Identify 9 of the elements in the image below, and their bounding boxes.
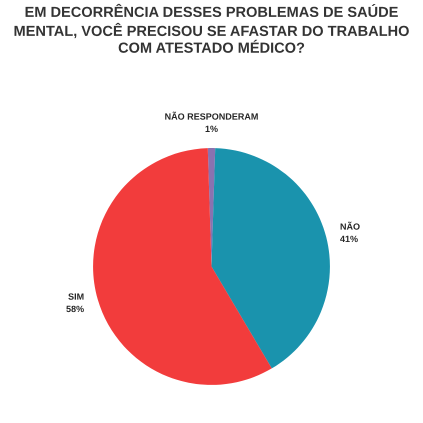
data-label: 41% bbox=[340, 236, 358, 242]
pie-slice bbox=[93, 148, 272, 385]
data-label: 1% bbox=[206, 126, 218, 132]
pie-slice bbox=[212, 148, 330, 368]
slice-label: NÃO RESPONDERAM bbox=[165, 112, 258, 120]
data-label: 58% bbox=[66, 306, 84, 312]
chart-title: EM DECORRÊNCIA DESSES PROBLEMAS DE SAÚDE MENTAL, VOCÊ PRECISOU SE AFASTAR DO TRABALHO COM ATESTADO MÉDICO? bbox=[14, 4, 409, 53]
slice-label: SIM bbox=[68, 293, 84, 300]
slice-label: NÃO bbox=[340, 222, 360, 230]
